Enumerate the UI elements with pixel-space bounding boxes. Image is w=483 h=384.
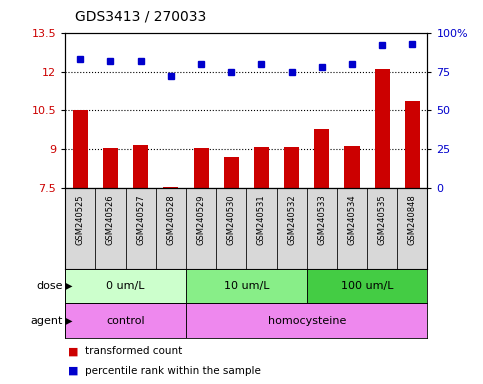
Bar — [65, 303, 186, 338]
Bar — [73, 110, 88, 188]
Bar — [307, 269, 427, 303]
Bar — [103, 148, 118, 188]
Bar — [96, 188, 126, 269]
Bar — [307, 188, 337, 269]
Bar — [133, 146, 148, 188]
Text: GSM240525: GSM240525 — [76, 195, 85, 245]
Bar — [194, 148, 209, 188]
Text: homocysteine: homocysteine — [268, 316, 346, 326]
Bar — [65, 269, 186, 303]
Text: ■: ■ — [68, 346, 78, 356]
Text: dose: dose — [36, 281, 63, 291]
Text: GSM240535: GSM240535 — [378, 195, 387, 245]
Text: GSM240526: GSM240526 — [106, 195, 115, 245]
Text: GSM240527: GSM240527 — [136, 195, 145, 245]
Text: GSM240531: GSM240531 — [257, 195, 266, 245]
Bar — [254, 147, 269, 188]
Bar — [284, 147, 299, 188]
Text: 0 um/L: 0 um/L — [106, 281, 145, 291]
Bar — [337, 188, 367, 269]
Bar — [186, 188, 216, 269]
Bar — [397, 188, 427, 269]
Text: GSM240528: GSM240528 — [166, 195, 175, 245]
Bar — [224, 157, 239, 188]
Text: GSM240532: GSM240532 — [287, 195, 296, 245]
Bar — [186, 303, 427, 338]
Bar — [65, 188, 96, 269]
Text: 10 um/L: 10 um/L — [224, 281, 269, 291]
Text: GSM240534: GSM240534 — [347, 195, 356, 245]
Text: GSM240530: GSM240530 — [227, 195, 236, 245]
Text: GSM240533: GSM240533 — [317, 195, 327, 245]
Bar — [126, 188, 156, 269]
Text: ▶: ▶ — [65, 316, 72, 326]
Bar — [314, 129, 329, 188]
Bar — [163, 187, 178, 188]
Text: transformed count: transformed count — [85, 346, 182, 356]
Text: 100 um/L: 100 um/L — [341, 281, 393, 291]
Bar — [276, 188, 307, 269]
Text: ■: ■ — [68, 366, 78, 376]
Text: control: control — [106, 316, 145, 326]
Bar — [156, 188, 186, 269]
Text: GSM240848: GSM240848 — [408, 195, 417, 245]
Text: percentile rank within the sample: percentile rank within the sample — [85, 366, 260, 376]
Bar — [186, 269, 307, 303]
Bar — [216, 188, 246, 269]
Bar — [344, 146, 359, 188]
Text: agent: agent — [30, 316, 63, 326]
Bar — [367, 188, 397, 269]
Text: GDS3413 / 270033: GDS3413 / 270033 — [75, 9, 206, 23]
Bar — [246, 188, 276, 269]
Bar — [405, 101, 420, 188]
Text: ▶: ▶ — [65, 281, 72, 291]
Bar — [375, 69, 390, 188]
Text: GSM240529: GSM240529 — [197, 195, 206, 245]
